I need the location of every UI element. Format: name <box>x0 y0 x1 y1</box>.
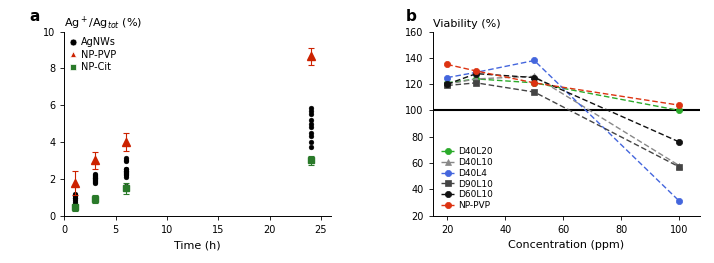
Point <box>89 173 101 177</box>
D60L10 <box>443 83 451 86</box>
Point <box>305 109 316 113</box>
D40L20 <box>472 77 481 80</box>
Point <box>89 179 101 184</box>
D90L10 <box>472 81 481 84</box>
D40L10 <box>443 83 451 86</box>
X-axis label: Concentration (ppm): Concentration (ppm) <box>508 240 624 250</box>
D60L10 <box>472 72 481 75</box>
Point <box>69 193 80 198</box>
Point <box>89 179 101 183</box>
Line: D40L20: D40L20 <box>444 76 683 114</box>
D40L4 <box>443 76 451 79</box>
Line: NP-PVP: NP-PVP <box>444 61 683 108</box>
Text: a: a <box>29 9 40 24</box>
Point <box>69 201 80 206</box>
NP-PVP <box>675 104 684 107</box>
Point <box>305 112 316 117</box>
Point <box>69 192 80 196</box>
Line: D40L10: D40L10 <box>444 73 683 169</box>
Point <box>120 170 131 175</box>
Text: b: b <box>406 9 417 24</box>
Point <box>305 125 316 129</box>
Text: Viability (%): Viability (%) <box>433 19 501 29</box>
Point <box>305 145 316 149</box>
Point <box>120 159 131 163</box>
Point <box>120 184 131 188</box>
Legend: D40L20, D40L10, D40L4, D90L10, D60L10, NP-PVP: D40L20, D40L10, D40L4, D90L10, D60L10, N… <box>437 144 496 214</box>
Point <box>305 134 316 139</box>
Legend: AgNWs, NP-PVP, NP-Cit: AgNWs, NP-PVP, NP-Cit <box>66 33 120 76</box>
Point <box>120 175 131 179</box>
Point <box>89 181 101 186</box>
D40L10 <box>530 75 538 78</box>
Point <box>89 174 101 178</box>
Point <box>89 176 101 180</box>
Point <box>120 167 131 171</box>
D40L4 <box>675 200 684 203</box>
Line: D90L10: D90L10 <box>444 80 683 170</box>
Point <box>120 157 131 161</box>
Point <box>120 168 131 173</box>
D40L10 <box>675 164 684 167</box>
Point <box>305 118 316 122</box>
NP-PVP <box>443 63 451 66</box>
D40L20 <box>675 109 684 112</box>
Point <box>120 173 131 177</box>
Point <box>120 155 131 160</box>
Point <box>69 204 80 208</box>
Point <box>120 167 131 171</box>
Line: D60L10: D60L10 <box>444 70 683 145</box>
Point <box>305 131 316 135</box>
Text: Ag$^+$/Ag$_{tot}$ (%): Ag$^+$/Ag$_{tot}$ (%) <box>64 14 143 32</box>
Point <box>69 196 80 200</box>
D40L10 <box>472 77 481 80</box>
D90L10 <box>443 84 451 87</box>
D90L10 <box>530 90 538 94</box>
Line: D40L4: D40L4 <box>444 57 683 204</box>
Point <box>89 178 101 182</box>
NP-PVP <box>530 81 538 84</box>
D90L10 <box>675 165 684 169</box>
Point <box>120 169 131 173</box>
Point <box>120 172 131 176</box>
D60L10 <box>530 76 538 79</box>
Point <box>120 171 131 175</box>
D40L20 <box>443 81 451 84</box>
Point <box>69 200 80 204</box>
Point <box>89 175 101 179</box>
NP-PVP <box>472 69 481 73</box>
D40L4 <box>530 59 538 62</box>
Point <box>89 172 101 176</box>
Point <box>89 177 101 181</box>
Point <box>305 122 316 126</box>
Point <box>89 176 101 180</box>
Point <box>69 194 80 198</box>
Point <box>305 140 316 144</box>
D60L10 <box>675 140 684 144</box>
X-axis label: Time (h): Time (h) <box>174 240 221 250</box>
Point <box>305 106 316 110</box>
Point <box>69 196 80 200</box>
D40L20 <box>530 81 538 84</box>
Point <box>69 198 80 202</box>
D40L4 <box>472 71 481 74</box>
